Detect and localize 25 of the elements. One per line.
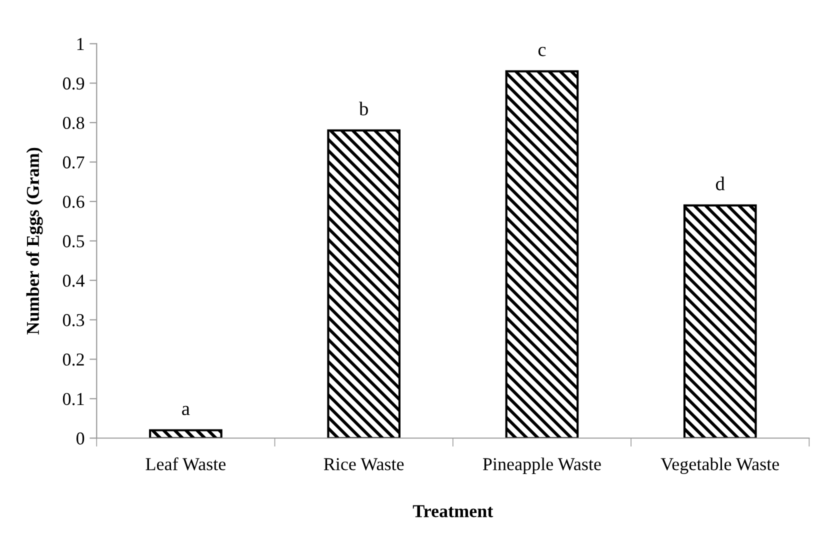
x-tick-label: Pineapple Waste (482, 458, 601, 474)
x-axis-title: Treatment (412, 505, 494, 518)
annotation: d (716, 176, 725, 190)
annotation: a (182, 406, 190, 416)
bar (327, 129, 401, 438)
y-tick-label: 0.5 (62, 235, 84, 248)
annotation: c (538, 46, 546, 56)
y-tick-label: 1 (77, 38, 84, 50)
y-tick-label: 0.1 (62, 392, 84, 406)
y-tick-label: 0.6 (62, 196, 84, 208)
y-tick-label: 0.8 (62, 116, 84, 130)
y-axis-title: Number of Eggs (Gram) (26, 148, 43, 334)
y-tick-label: 0.2 (62, 354, 84, 366)
x-tick-label: Rice Waste (324, 458, 404, 470)
bar (149, 429, 222, 438)
annotation: b (358, 102, 368, 116)
y-tick-label: 0.3 (62, 314, 84, 326)
y-tick-label: 0 (76, 432, 84, 445)
x-tick-label: Vegetable Waste (660, 458, 779, 474)
y-tick-label: 0.9 (62, 77, 84, 90)
bar (683, 204, 757, 438)
y-tick-label: 0.7 (62, 156, 84, 169)
x-tick-label: Leaf Waste (146, 457, 226, 470)
y-tick-label: 0.4 (62, 274, 85, 287)
bar (505, 70, 579, 438)
